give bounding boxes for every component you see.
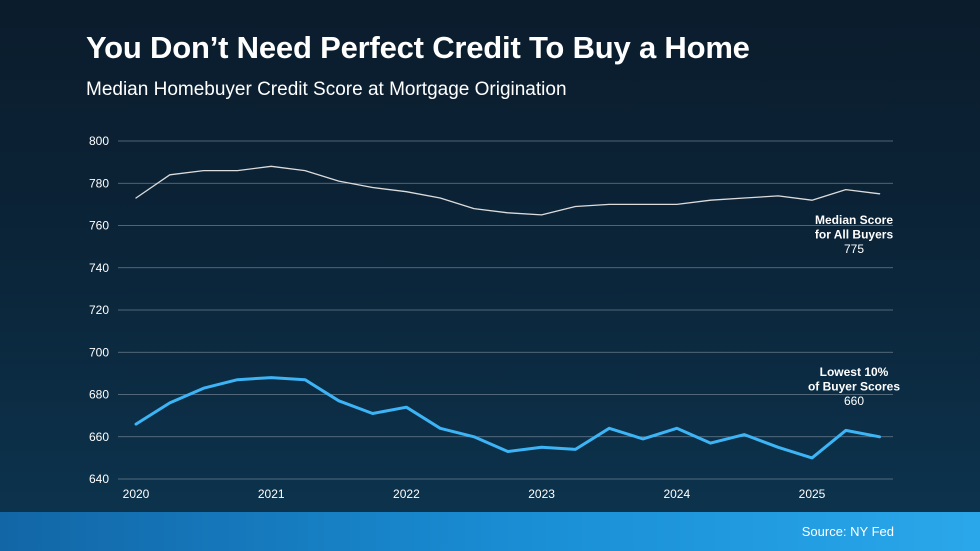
source-note: Source: NY Fed <box>801 524 894 539</box>
y-tick-label: 700 <box>89 345 109 359</box>
x-tick-label: 2025 <box>799 487 826 501</box>
footer-bar: Source: NY Fed <box>0 512 980 551</box>
page-title: You Don’t Need Perfect Credit To Buy a H… <box>86 30 750 65</box>
series-label-line: 660 <box>844 394 864 408</box>
series-label-line: Median Score <box>815 213 893 227</box>
series-label-line: of Buyer Scores <box>808 380 900 394</box>
x-tick-label: 2022 <box>393 487 420 501</box>
y-tick-label: 640 <box>89 472 109 486</box>
x-tick-label: 2024 <box>663 487 690 501</box>
lowest-10-percent-line <box>134 376 882 460</box>
median-score-line <box>135 165 881 216</box>
x-tick-label: 2021 <box>258 487 285 501</box>
y-tick-label: 720 <box>89 303 109 317</box>
series-label-line: 775 <box>844 242 864 256</box>
x-tick-label: 2023 <box>528 487 555 501</box>
grid-lines <box>118 140 893 480</box>
y-tick-label: 680 <box>89 388 109 402</box>
y-tick-label: 660 <box>89 430 109 444</box>
y-axis-tick-labels: 640 660 680 700 720 740 760 780 800 <box>89 134 109 486</box>
series-label-line: Lowest 10% <box>820 365 889 379</box>
page-subtitle: Median Homebuyer Credit Score at Mortgag… <box>86 79 567 100</box>
x-axis-tick-labels: 2020 2021 2022 2023 2024 2025 <box>123 487 826 501</box>
y-tick-label: 740 <box>89 261 109 275</box>
series-label-line: for All Buyers <box>815 228 894 242</box>
y-tick-label: 760 <box>89 219 109 233</box>
x-tick-label: 2020 <box>123 487 150 501</box>
y-tick-label: 780 <box>89 176 109 190</box>
series-lines <box>134 165 882 460</box>
y-tick-label: 800 <box>89 134 109 148</box>
